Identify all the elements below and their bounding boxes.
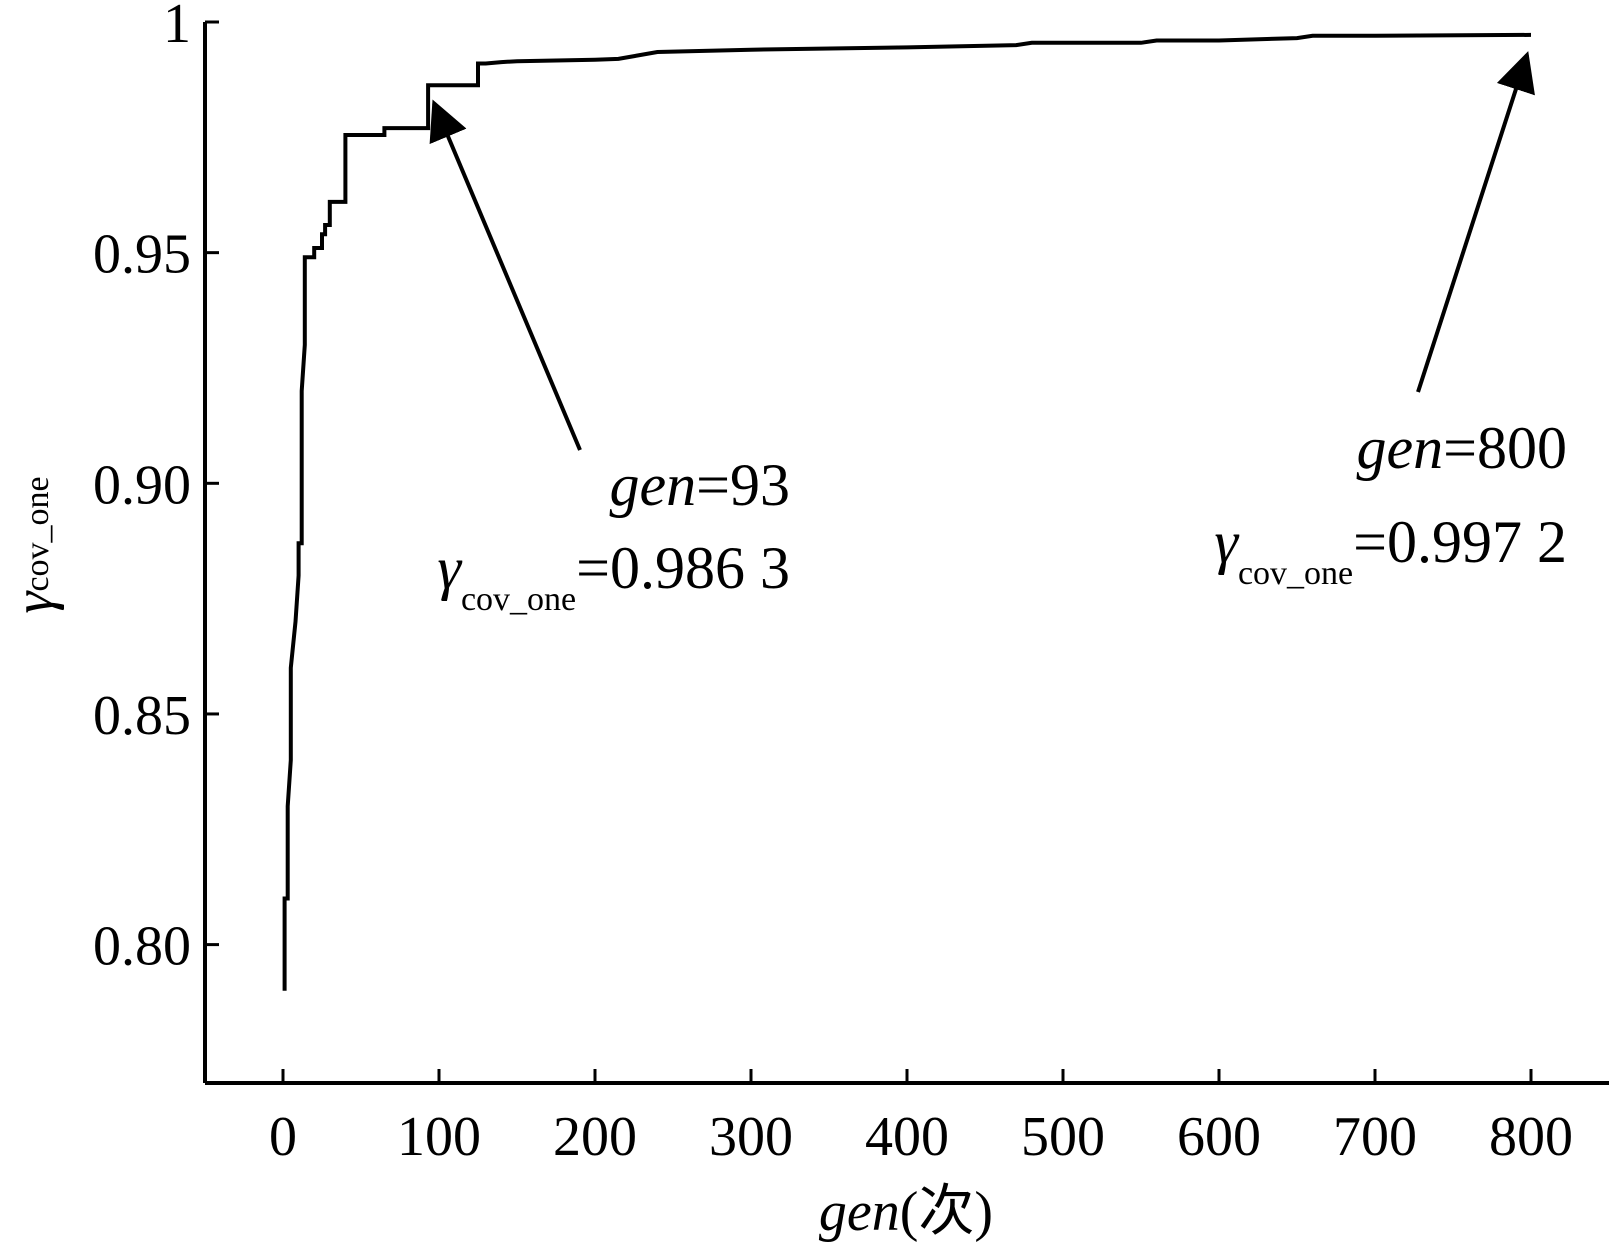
y-tick-label: 0.85 (93, 685, 191, 747)
y-tick-label: 0.80 (93, 916, 191, 978)
x-axis-title: gen(次) (819, 1181, 993, 1243)
x-tick-label: 800 (1489, 1106, 1573, 1168)
x-tick-label: 700 (1333, 1106, 1417, 1168)
series-layer (282, 32, 1532, 991)
x-tick-label: 400 (865, 1106, 949, 1168)
x-tick-label: 600 (1177, 1106, 1261, 1168)
annotation-arrow (429, 99, 582, 451)
annotation-label-line2: γcov_one=0.986 3 (437, 535, 790, 618)
x-tick-label: 100 (397, 1106, 481, 1168)
annotation-gen-93: gen=93 γcov_one=0.986 3 (429, 99, 790, 618)
annotation-gen-800: gen=800 γcov_one=0.997 2 (1214, 51, 1567, 592)
y-tick-label: 0.90 (93, 454, 191, 516)
series-line-0 (282, 32, 1532, 991)
y-tick-label: 1 (163, 0, 191, 55)
annotation-label-line1: gen=800 (1357, 415, 1567, 481)
x-tick-label: 500 (1021, 1106, 1105, 1168)
x-tick-label: 0 (269, 1106, 297, 1168)
y-tick-label: 0.95 (93, 224, 191, 286)
annotation-arrow (1416, 51, 1535, 393)
y-axis-title: γcov_one (3, 476, 65, 613)
annotation-label-line1: gen=93 (610, 452, 790, 518)
x-tick-label: 200 (553, 1106, 637, 1168)
x-axis-ticks: 0 100 200 300 400 500 600 700 800 (269, 1069, 1573, 1168)
x-tick-label: 300 (709, 1106, 793, 1168)
y-axis-ticks: 0.80 0.85 0.90 0.95 1 (93, 0, 219, 978)
annotation-label-line2: γcov_one=0.997 2 (1214, 509, 1567, 592)
